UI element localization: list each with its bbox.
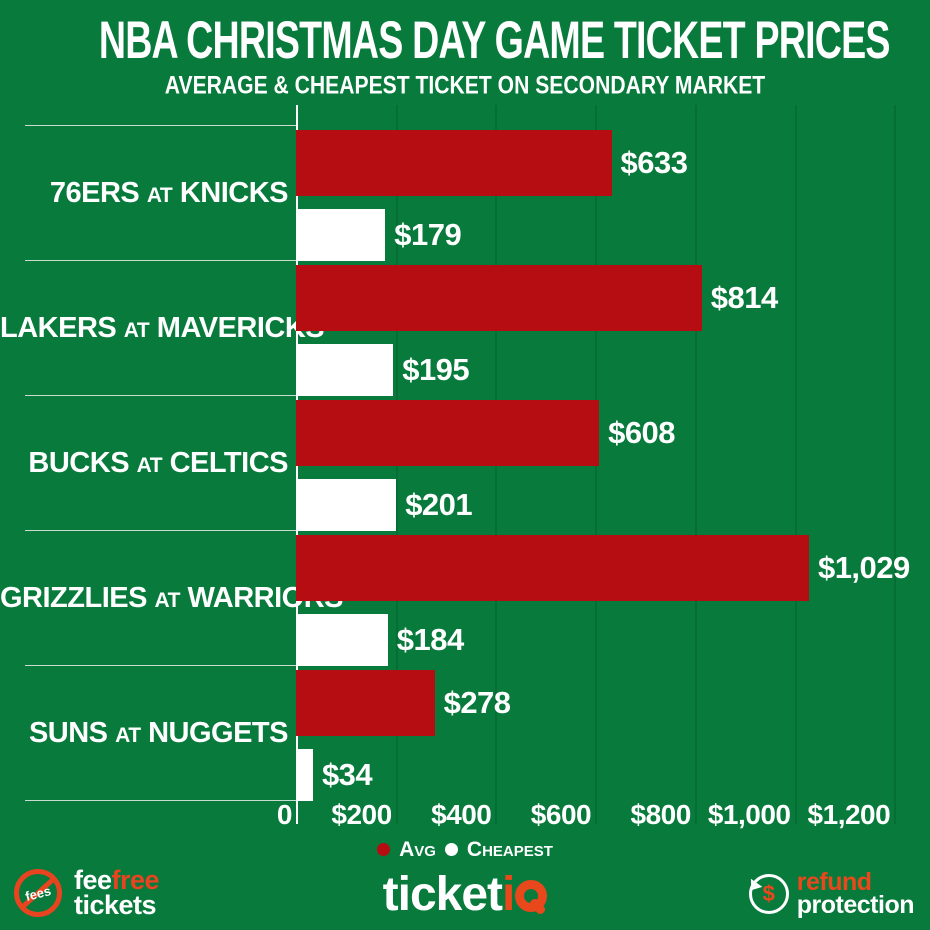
protection-word: protection (796, 891, 915, 919)
avg-value-label: $814 (710, 280, 778, 315)
avg-value-label: $608 (608, 415, 676, 450)
chart-subtitle: AVERAGE & CHEAPEST TICKET ON SECONDARY M… (164, 71, 766, 100)
avg-bar (296, 130, 612, 196)
cheapest-value-label: $201 (405, 487, 473, 522)
gridline-1000 (794, 105, 797, 824)
fee-word: fee (74, 865, 112, 895)
cheapest-bar (296, 614, 388, 666)
cheapest-bar (296, 344, 394, 396)
fee-free-tickets-logo: fees feefree tickets (14, 865, 160, 920)
cheapest-bar (296, 479, 397, 531)
avg-bar (296, 400, 600, 466)
free-word: free (111, 865, 160, 895)
ticketiq-i-text: i (502, 868, 515, 921)
ticketiq-magnifier-q-icon (515, 880, 548, 916)
category-label: 76ERS AT KNICKS (49, 176, 289, 209)
refund-protection-text: refund protection (796, 868, 915, 919)
gridline-800 (694, 105, 697, 824)
x-tick-label: $1,000 (707, 799, 791, 830)
ticketiq-wordmark: ticket i (383, 867, 548, 922)
x-tick-label: $400 (431, 799, 492, 830)
chart-legend: Avg Cheapest (0, 836, 930, 862)
category-label: GRIZZLIES AT WARRIORS (0, 581, 344, 614)
cheapest-bar (296, 749, 313, 801)
refund-circle-arrow-icon: $ (745, 874, 789, 914)
x-tick-label: $200 (331, 799, 392, 830)
at-connector: AT (154, 588, 181, 612)
row-separator (25, 530, 296, 531)
at-connector: AT (146, 183, 173, 207)
legend-avg-dot (377, 842, 391, 856)
x-tick-label: $600 (530, 799, 592, 830)
row-separator (25, 800, 296, 801)
avg-value-label: $1,029 (817, 550, 910, 585)
category-label: SUNS AT NUGGETS (28, 716, 289, 749)
row-separator (25, 260, 296, 261)
tickets-word: tickets (74, 890, 157, 920)
legend-cheapest-label: Cheapest (466, 837, 553, 861)
at-connector: AT (136, 453, 163, 477)
avg-value-label: $633 (620, 145, 688, 180)
dollar-sign-icon: $ (762, 881, 775, 906)
at-connector: AT (115, 723, 141, 747)
fee-free-tickets-text: feefree tickets (74, 865, 160, 920)
category-label: LAKERS AT MAVERICKS (0, 311, 325, 344)
chart-title: NBA CHRISTMAS DAY GAME TICKET PRICES (98, 9, 891, 70)
avg-bar (296, 265, 702, 331)
cheapest-bar (296, 209, 386, 261)
ticketiq-logo: ticket i (0, 867, 930, 922)
x-tick-label: $800 (630, 799, 692, 830)
row-separator (25, 395, 296, 396)
cheapest-value-label: $179 (394, 217, 462, 252)
cheapest-value-label: $34 (321, 757, 373, 792)
x-tick-label: $1,200 (807, 799, 891, 830)
bar-chart: 76ERS AT KNICKS $633 $179 LAKERS AT MAVERIC… (0, 100, 930, 830)
avg-bar (296, 670, 435, 736)
category-label: BUCKS AT CELTICS (28, 446, 288, 479)
at-connector: AT (123, 318, 150, 342)
ticketiq-ticket-text: ticket (382, 868, 503, 921)
refund-protection-logo: $ refund protection (745, 868, 915, 919)
cheapest-value-label: $195 (402, 352, 470, 387)
gridline-1200 (894, 105, 897, 824)
cheapest-value-label: $184 (396, 622, 464, 657)
x-tick-label: 0 (276, 799, 293, 830)
row-separator (25, 125, 296, 126)
magnifier-handle (528, 897, 548, 916)
refund-arrowhead (745, 878, 763, 895)
avg-value-label: $278 (443, 685, 511, 720)
legend-cheapest-dot (444, 842, 458, 856)
no-fees-icon: fees (14, 869, 62, 917)
avg-bar (296, 535, 809, 601)
refund-word: refund (796, 868, 872, 896)
header: NBA CHRISTMAS DAY GAME TICKET PRICES AVE… (0, 4, 930, 100)
row-separator (25, 665, 296, 666)
legend-avg-label: Avg (399, 837, 436, 861)
